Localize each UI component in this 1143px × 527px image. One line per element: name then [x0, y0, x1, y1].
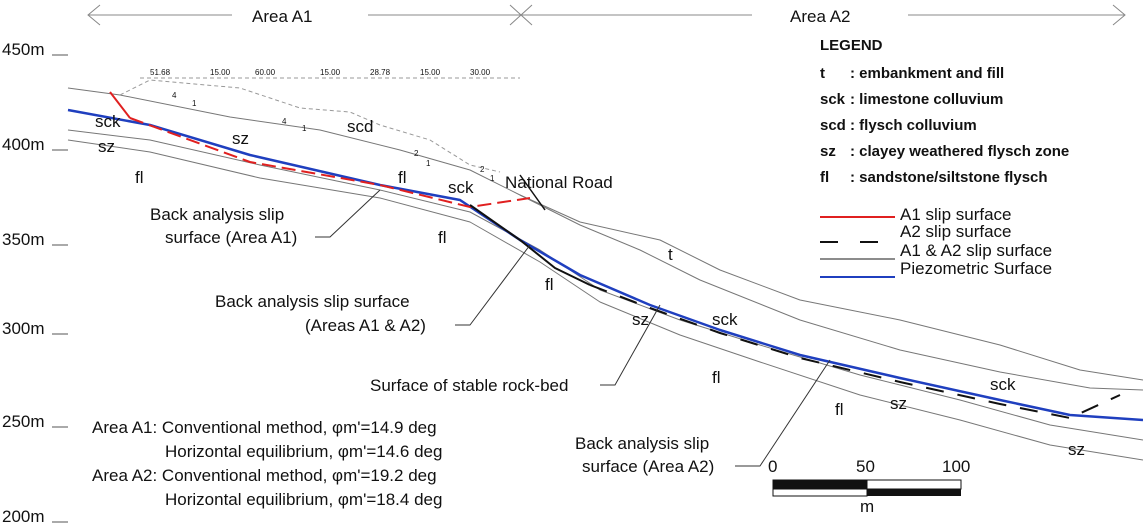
- dimension-label: 28.78: [370, 68, 391, 77]
- scale-label: 0: [768, 457, 777, 476]
- dimension-labels: 51.68 15.00 60.00 15.00 28.78 15.00 30.0…: [150, 68, 495, 183]
- slope-label: 1: [192, 99, 197, 108]
- zone-label: fl: [545, 275, 554, 294]
- elevation-label: 300m: [2, 319, 45, 338]
- annotation: surface (Area A1): [165, 228, 297, 247]
- a2-slip-surface: [590, 285, 1120, 418]
- legend-title: LEGEND: [820, 37, 883, 54]
- elevation-label: 400m: [2, 135, 45, 154]
- zone-label: sck: [448, 178, 474, 197]
- legend: LEGEND t : embankment and fill sck : lim…: [820, 37, 1069, 278]
- zone-label: sz: [890, 394, 907, 413]
- annotation: Back analysis slip: [150, 205, 284, 224]
- legend-line-label: Piezometric Surface: [900, 259, 1052, 278]
- elevation-label: 450m: [2, 40, 45, 59]
- slope-label: 1: [426, 159, 431, 168]
- zone-label: t: [668, 245, 673, 264]
- legend-line-label: A2 slip surface: [900, 222, 1012, 241]
- zone-label: sck: [990, 375, 1016, 394]
- zone-label: fl: [712, 368, 721, 387]
- zone-label: fl: [398, 168, 407, 187]
- annotation: Surface of stable rock-bed: [370, 376, 568, 395]
- slope-label: 2: [414, 149, 419, 158]
- zone-label: sck: [712, 310, 738, 329]
- slope-label: 1: [302, 124, 307, 133]
- dimension-label: 15.00: [210, 68, 231, 77]
- dimension-label: 51.68: [150, 68, 171, 77]
- legend-text: : clayey weathered flysch zone: [850, 143, 1069, 160]
- dimension-label: 15.00: [420, 68, 441, 77]
- legend-code: t: [820, 65, 825, 82]
- zone-label: sz: [98, 137, 115, 156]
- legend-code: sck: [820, 91, 846, 108]
- scale-label: 100: [942, 457, 970, 476]
- dimension-label: 60.00: [255, 68, 276, 77]
- method-note: Area A1: Conventional method, φm'=14.9 d…: [92, 418, 437, 437]
- elevation-label: 200m: [2, 507, 45, 526]
- method-note: Horizontal equilibrium, φm'=18.4 deg: [165, 490, 442, 509]
- slope-label: 1: [490, 174, 495, 183]
- legend-code: sz: [820, 143, 836, 160]
- annotation: Back analysis slip surface: [215, 292, 410, 311]
- scale-unit: m: [860, 497, 874, 516]
- legend-code: scd: [820, 117, 846, 134]
- slope-label: 4: [172, 91, 177, 100]
- elevation-label: 350m: [2, 230, 45, 249]
- zone-label: sz: [1068, 440, 1085, 459]
- scale-label: 50: [856, 457, 875, 476]
- legend-text: : embankment and fill: [850, 65, 1004, 82]
- zone-label: sz: [632, 310, 649, 329]
- legend-code: fl: [820, 169, 829, 186]
- area-label: Area A1: [252, 7, 313, 26]
- area-label: Area A2: [790, 7, 851, 26]
- embankment-lines: [120, 78, 520, 172]
- elevation-label: 250m: [2, 412, 45, 431]
- dimension-label: 15.00: [320, 68, 341, 77]
- annotation: National Road: [505, 173, 613, 192]
- slope-label: 2: [480, 165, 485, 174]
- legend-text: : limestone colluvium: [850, 91, 1003, 108]
- cross-section: Area A1 Area A2 450m 400m 350m 300m 250m…: [0, 0, 1143, 527]
- legend-text: : sandstone/siltstone flysch: [850, 169, 1048, 186]
- annotation: (Areas A1 & A2): [305, 316, 426, 335]
- zone-label: fl: [438, 228, 447, 247]
- area-arrows: [88, 5, 1125, 25]
- dimension-label: 30.00: [470, 68, 491, 77]
- method-note: Horizontal equilibrium, φm'=14.6 deg: [165, 442, 442, 461]
- zone-label: fl: [835, 400, 844, 419]
- annotation: surface (Area A2): [582, 457, 714, 476]
- zone-label: sz: [232, 129, 249, 148]
- legend-line-label: A1 & A2 slip surface: [900, 241, 1052, 260]
- annotation: Back analysis slip: [575, 434, 709, 453]
- slope-label: 4: [282, 117, 287, 126]
- method-note: Area A2: Conventional method, φm'=19.2 d…: [92, 466, 437, 485]
- method-notes: Area A1: Conventional method, φm'=14.9 d…: [92, 418, 442, 509]
- legend-text: : flysch colluvium: [850, 117, 977, 134]
- scale-bar: 0 50 100 m: [768, 457, 970, 516]
- elevation-axis: 450m 400m 350m 300m 250m 200m: [2, 40, 68, 526]
- zone-label: scd: [347, 117, 373, 136]
- zone-label: fl: [135, 168, 144, 187]
- zone-label: sck: [95, 112, 121, 131]
